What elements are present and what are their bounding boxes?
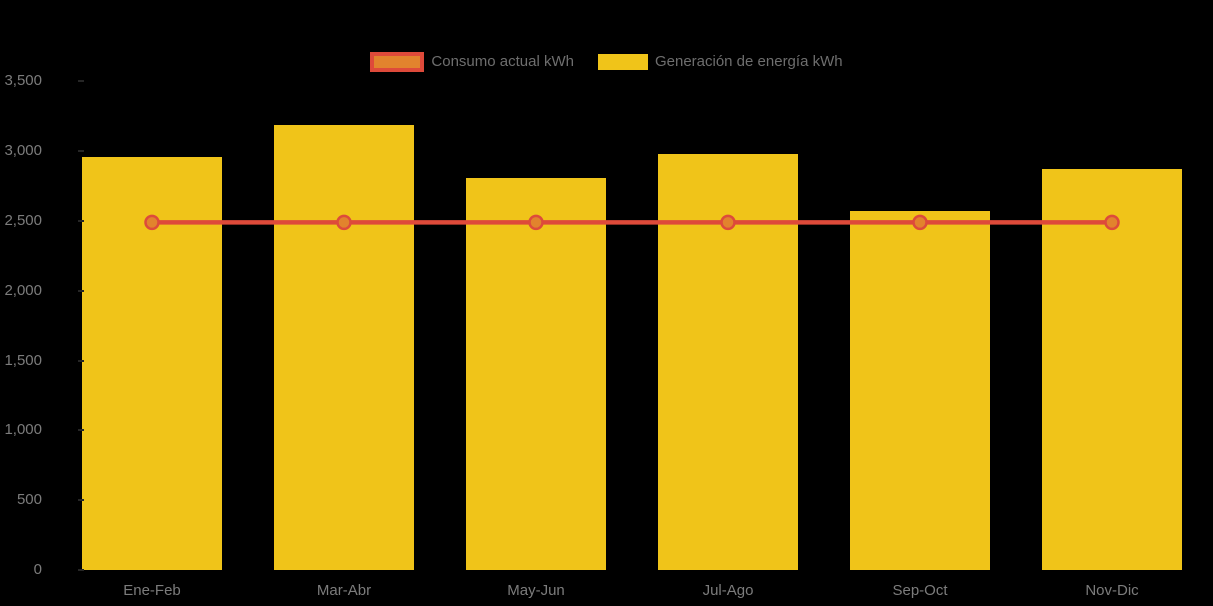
y-axis-label-0: 0 [33, 561, 42, 578]
y-axis-label-1-500: 1,500 [4, 351, 42, 369]
y-tick [78, 289, 84, 292]
legend-item-generacion-energia[interactable]: Generación de energía kWh [597, 52, 843, 72]
line-marker-sep-oct[interactable] [912, 214, 928, 231]
bar-may-jun[interactable] [466, 177, 606, 570]
y-axis-label-3-500: 3,500 [4, 72, 42, 90]
x-axis-label-sep-oct: Sep-Oct [892, 582, 948, 599]
x-axis-label-nov-dic: Nov-Dic [1085, 582, 1139, 599]
x-axis-label-ene-feb: Ene-Feb [123, 582, 181, 599]
legend-item-consumo-actual[interactable]: Consumo actual kWh [370, 52, 574, 72]
x-axis-label-jul-ago: Jul-Ago [702, 582, 754, 599]
y-axis-label-2-500: 2,500 [4, 212, 42, 229]
y-tick [78, 220, 84, 222]
line-marker-mar-abr[interactable] [336, 214, 352, 231]
y-tick [78, 150, 84, 153]
legend-swatch-generacion-bar [597, 54, 648, 70]
legend-swatch-consumo-line [370, 52, 425, 72]
line-marker-may-jun[interactable] [528, 214, 544, 231]
y-axis-label-500: 500 [16, 491, 42, 509]
y-axis-label-3-000: 3,000 [4, 142, 42, 160]
legend-label-consumo: Consumo actual kWh [431, 53, 574, 70]
x-axis-label-may-jun: May-Jun [507, 582, 565, 599]
line-marker-jul-ago[interactable] [720, 214, 736, 231]
y-tick [78, 429, 84, 432]
legend: Consumo actual kWh Generación de energía… [0, 51, 1213, 73]
bar-nov-dic[interactable] [1042, 169, 1182, 570]
y-axis-label-1-000: 1,000 [4, 421, 42, 439]
line-marker-ene-feb[interactable] [144, 214, 160, 231]
line-marker-nov-dic[interactable] [1104, 214, 1120, 231]
y-tick [78, 359, 84, 362]
y-tick [78, 80, 84, 83]
y-axis-label-2-000: 2,000 [4, 281, 42, 299]
y-tick [78, 499, 84, 502]
x-axis-label-mar-abr: Mar-Abr [316, 582, 372, 599]
bar-mar-abr[interactable] [274, 124, 414, 570]
bar-sep-oct[interactable] [850, 211, 990, 570]
y-tick [78, 569, 84, 571]
legend-label-generacion: Generación de energía kWh [654, 53, 843, 70]
